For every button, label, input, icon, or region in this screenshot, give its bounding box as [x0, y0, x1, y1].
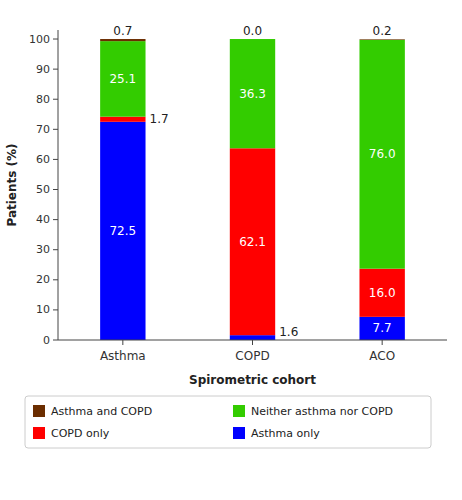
legend: Asthma and COPD Neither asthma nor COPD CO…: [25, 396, 431, 448]
data-label: 0.0: [243, 24, 262, 38]
y-tick-label: 50: [36, 183, 50, 196]
legend-swatch: [233, 427, 245, 439]
y-tick-label: 80: [36, 93, 50, 106]
data-label: 62.1: [239, 235, 266, 249]
data-label: 0.2: [373, 24, 392, 38]
y-tick-label: 20: [36, 273, 50, 286]
y-tick: [53, 309, 58, 310]
legend-label: Neither asthma nor COPD: [251, 405, 393, 418]
data-labels: 72.5 1.6 7.7 1.7 62.1 16.0 25.1 36.3 76.0 0.7 0.0 0…: [109, 24, 395, 339]
y-tick: [53, 99, 58, 100]
bar-segment: [100, 117, 145, 122]
y-tick-label: 40: [36, 213, 50, 226]
x-tick-label: COPD: [235, 349, 269, 363]
bar-segment: [230, 39, 275, 148]
y-tick-label: 90: [36, 63, 50, 76]
x-axis-label: Spirometric cohort: [189, 373, 316, 387]
y-tick-label: 30: [36, 243, 50, 256]
y-tick: [53, 340, 58, 341]
y-tick-label: 0: [43, 334, 50, 347]
y-tick: [53, 249, 58, 250]
y-tick: [53, 159, 58, 160]
legend-swatch: [233, 405, 245, 417]
y-axis-label: Patients (%): [5, 143, 19, 226]
y-tick-label: 10: [36, 303, 50, 316]
bar-segment: [100, 39, 145, 41]
data-label: 1.6: [279, 325, 298, 339]
data-label: 72.5: [109, 224, 136, 238]
chart: 72.51.67.71.762.116.025.136.376.00.70.00…: [0, 0, 462, 500]
y-tick-label: 60: [36, 153, 50, 166]
bar-segment: [100, 122, 145, 340]
data-label: 16.0: [369, 286, 396, 300]
data-label: 7.7: [373, 321, 392, 335]
y-tick: [53, 219, 58, 220]
x-tick: [382, 340, 383, 345]
bar-segment: [359, 39, 404, 41]
bar-segment: [230, 39, 275, 40]
y-tick-label: 100: [29, 33, 50, 46]
data-label: 25.1: [109, 72, 136, 86]
bar-segment: [359, 269, 404, 317]
data-label: 0.7: [113, 24, 132, 38]
legend-label: Asthma and COPD: [51, 405, 152, 418]
y-tick-label: 70: [36, 123, 50, 136]
bar-segment: [100, 41, 145, 117]
legend-label: Asthma only: [251, 427, 320, 440]
bars: [100, 39, 405, 340]
x-tick-label: ACO: [369, 349, 395, 363]
bar-segment: [230, 148, 275, 335]
x-tick-label: Asthma: [100, 349, 146, 363]
y-tick: [53, 279, 58, 280]
bar-segment: [359, 40, 404, 269]
legend-label: COPD only: [51, 427, 110, 440]
y-tick: [53, 129, 58, 130]
y-tick: [53, 39, 58, 40]
axes: 0 10 20 30 40 50 60 70 80 90 100 Asthma COPD ACO: [29, 30, 447, 363]
x-tick: [122, 340, 123, 345]
y-axis-line: [58, 30, 59, 340]
legend-swatch: [33, 427, 45, 439]
x-tick: [252, 340, 253, 345]
y-tick: [53, 69, 58, 70]
legend-swatch: [33, 405, 45, 417]
data-label: 36.3: [239, 87, 266, 101]
legend-frame: [25, 396, 431, 448]
data-label: 1.7: [150, 112, 169, 126]
bar-segment: [359, 317, 404, 340]
bar-segment: [230, 335, 275, 340]
y-tick: [53, 189, 58, 190]
data-label: 76.0: [369, 147, 396, 161]
